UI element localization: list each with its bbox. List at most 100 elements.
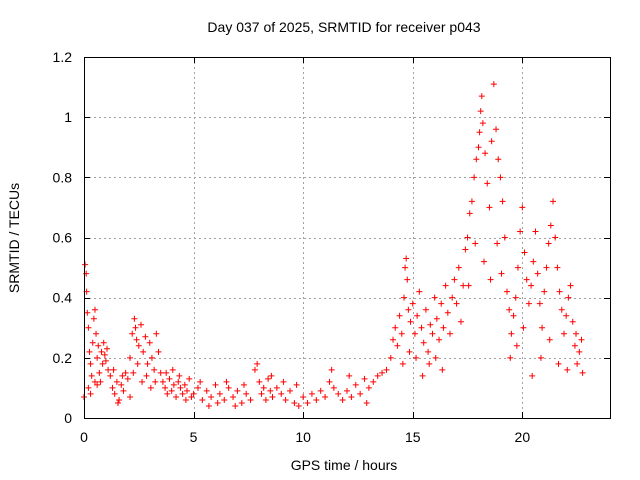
data-point [521,249,528,256]
data-point [134,360,141,367]
data-point [232,402,239,409]
data-point [449,294,456,301]
data-point [87,360,94,367]
data-point [555,360,562,367]
data-point [579,369,586,376]
data-point [507,354,514,361]
data-point [111,390,118,397]
y-tick-label: 1 [64,109,72,125]
data-point [525,300,532,307]
data-point [471,174,478,181]
data-point [436,336,443,343]
data-point [152,378,159,385]
data-point [300,393,307,400]
data-point [247,396,254,403]
data-point [127,393,134,400]
data-point [190,390,197,397]
data-point [433,315,440,322]
data-point [159,378,166,385]
data-point [472,240,479,247]
data-point [578,336,585,343]
data-point [143,372,150,379]
data-point [425,348,432,355]
data-point [181,381,188,388]
data-point [317,387,324,394]
data-point [86,348,93,355]
data-point [282,396,289,403]
data-point [135,342,142,349]
data-point [132,324,139,331]
x-tick-label: 15 [405,429,421,445]
data-point [114,399,121,406]
data-point [550,198,557,205]
data-point [460,282,467,289]
data-point [402,264,409,271]
data-point [186,375,193,382]
data-point [558,306,565,313]
y-tick-label: 0.6 [53,230,73,246]
data-point [513,342,520,349]
data-point [100,339,107,346]
data-point [140,348,147,355]
data-point [269,393,276,400]
data-point [573,330,580,337]
data-point [90,315,97,322]
data-point [490,81,497,88]
x-tick-label: 10 [295,429,311,445]
data-point [517,228,524,235]
data-point [543,264,550,271]
data-point [405,306,412,313]
data-point [223,378,230,385]
y-tick-label: 0 [64,410,72,426]
data-point [267,387,274,394]
data-point [278,390,285,397]
data-point [182,396,189,403]
data-point [293,381,300,388]
data-point [418,324,425,331]
data-point [173,393,180,400]
data-point [394,342,401,349]
data-point [95,342,102,349]
data-point [131,315,138,322]
data-point [567,282,574,289]
data-point [194,384,201,391]
data-point [97,378,104,385]
data-point [102,357,109,364]
data-point [512,294,519,301]
data-point [104,345,111,352]
data-point [169,366,176,373]
data-point [251,366,258,373]
axis-ticks [84,57,610,419]
data-point [396,312,403,319]
data-point [444,309,451,316]
data-point [457,318,464,325]
data-point [168,387,175,394]
data-point [322,393,329,400]
data-point [416,288,423,295]
data-point [124,375,131,382]
x-tick-label: 5 [190,429,198,445]
data-point [545,240,552,247]
data-point [537,354,544,361]
data-point [101,351,108,358]
y-tick-label: 1.2 [53,49,73,65]
y-tick-label: 0.2 [53,350,73,366]
data-point [468,198,475,205]
data-point [127,354,134,361]
data-point [442,282,449,289]
data-point [221,396,228,403]
data-point [574,360,581,367]
data-point [554,264,561,271]
data-point [498,270,505,277]
data-point [212,381,219,388]
data-point [379,369,386,376]
data-point [352,381,359,388]
data-point [427,321,434,328]
data-point [308,390,315,397]
data-point [93,330,100,337]
data-point [164,390,171,397]
data-point [475,144,482,151]
plot-frame [84,57,611,419]
data-point [139,378,146,385]
